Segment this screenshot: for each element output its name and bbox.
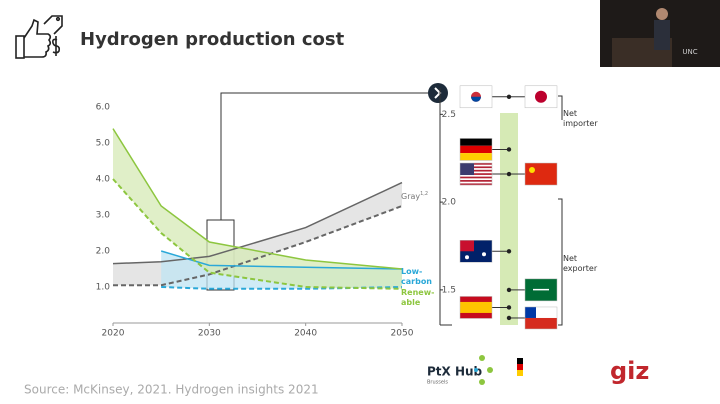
cost-chart: 1.0 2.0 3.0 4.0 5.0 6.0 2020 2030 2040 2050 [96, 103, 414, 339]
flag-part [529, 167, 535, 174]
source: Source: McKinsey, 2021. Hydrogen insight… [24, 383, 319, 397]
flag-part [460, 176, 492, 179]
flag-part [460, 169, 492, 172]
ptx-sub: Brussels [427, 380, 448, 386]
flag-part [533, 288, 549, 291]
dot [506, 94, 512, 99]
ministry-flag-gold [517, 370, 523, 376]
dot [506, 305, 512, 310]
band-lower-line [112, 178, 403, 290]
flag-part [460, 240, 474, 252]
y-tick-label: 4.0 [96, 175, 111, 185]
flag [524, 278, 558, 302]
y-tick-label: 2.0 [442, 198, 457, 208]
flag-part [525, 306, 557, 318]
flag-part [460, 163, 474, 176]
flag-part [471, 96, 481, 102]
x-tick-label: 2040 [294, 329, 317, 339]
annotation-exporter: Net exporter [563, 254, 598, 273]
flag-part [460, 138, 492, 146]
flag-part [460, 166, 492, 169]
flag-border [524, 278, 558, 302]
flag-part [482, 252, 486, 257]
flag-part [460, 173, 492, 175]
flag [459, 240, 493, 263]
flag [459, 162, 493, 186]
flag-part [465, 255, 469, 260]
flag [524, 162, 558, 186]
y-tick-label: 2.0 [96, 247, 111, 257]
annotation-importer: Net importer [563, 109, 598, 128]
flag-border [459, 240, 493, 263]
flag-part [460, 183, 492, 186]
dot [506, 287, 512, 293]
title: Hydrogen production cost [80, 29, 345, 50]
band-upper-line [112, 128, 403, 270]
highlight-band [500, 113, 518, 325]
ptx-logo: PtX Hub [427, 365, 483, 379]
y-tick-label: 3.0 [96, 211, 111, 221]
flag-part [460, 180, 492, 182]
giz-logo: giz [610, 357, 649, 385]
flag-part [525, 317, 557, 329]
x-tick-label: 2030 [198, 329, 221, 339]
ministry-flag-red [517, 364, 523, 370]
flag-part [525, 163, 557, 186]
dot [506, 171, 512, 177]
dot [506, 249, 512, 254]
band-lower-line [113, 205, 403, 287]
flag-part [535, 90, 547, 103]
y-tick-label: 1.0 [96, 283, 111, 293]
dot [506, 315, 512, 321]
flag [524, 306, 558, 330]
flag-border [524, 306, 558, 330]
y-tick-label: 6.0 [96, 103, 111, 113]
bracket [558, 95, 563, 326]
legend-gray: Gray1,2 [401, 191, 428, 201]
x-tick-label: 2020 [102, 329, 125, 339]
flag [459, 138, 493, 161]
flag-part [460, 301, 492, 313]
band-upper-line [112, 181, 403, 265]
arrow-button [428, 83, 448, 103]
y-tick-label: 1.5 [442, 285, 456, 295]
legend-renewable: Renew-able [401, 288, 434, 307]
ptx-molecule [474, 355, 493, 385]
icon [15, 15, 63, 59]
flag-border [524, 162, 558, 186]
band-upper-line [160, 250, 403, 270]
dot [506, 147, 512, 152]
flag-part [460, 145, 492, 154]
y-tick-label: 2.5 [442, 110, 456, 120]
flag [524, 85, 558, 109]
flag-border [459, 85, 493, 109]
flag-border [459, 138, 493, 161]
flag [459, 85, 493, 109]
legend-low-carbon: Low-carbon [401, 267, 432, 286]
flag-border [524, 85, 558, 109]
y-tick-label: 5.0 [96, 139, 111, 149]
video: UNC [600, 0, 720, 67]
country-chart: 1.5 2.0 2.5 [439, 85, 558, 330]
venue-logo: UNC [682, 48, 697, 56]
flag-part [525, 306, 536, 318]
flag-border [459, 162, 493, 186]
x-tick-label: 2050 [391, 329, 414, 339]
flag [459, 296, 493, 319]
band-area [113, 128, 402, 289]
flag-part [460, 163, 492, 165]
flag-part [460, 153, 492, 161]
flag-border [459, 296, 493, 319]
